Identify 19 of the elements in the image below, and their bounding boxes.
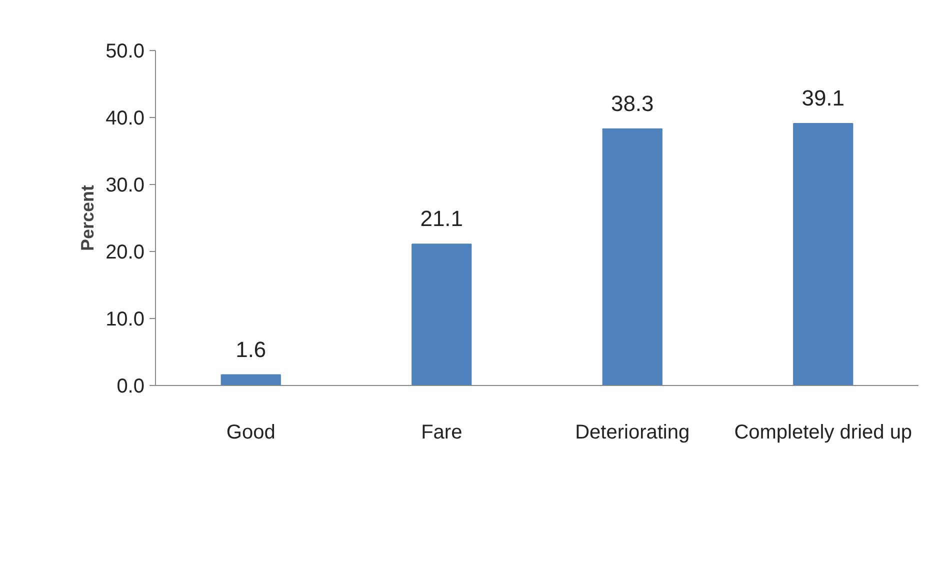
- x-tick-label: Good: [226, 422, 276, 444]
- y-tick-label: 10.0: [106, 308, 145, 330]
- bar: [602, 128, 662, 386]
- y-tick-label: 0.0: [116, 376, 145, 398]
- data-label: 38.3: [610, 90, 654, 116]
- data-label: 39.1: [802, 86, 845, 111]
- y-tick-label: 20.0: [106, 242, 145, 264]
- bar: [412, 244, 472, 386]
- bar: [220, 374, 281, 386]
- data-label: 21.1: [420, 206, 464, 232]
- x-tick-label: Fare: [421, 422, 462, 444]
- x-tick-label: Completely dried up: [734, 422, 912, 444]
- y-tick-label: 50.0: [106, 40, 145, 62]
- bar: [793, 123, 854, 386]
- x-tick-label: Deteriorating: [575, 422, 690, 444]
- y-tick-label: 30.0: [106, 174, 145, 196]
- y-tick-label: 40.0: [106, 108, 145, 130]
- y-axis-title: Percent: [78, 184, 98, 252]
- data-label: 1.6: [236, 336, 266, 362]
